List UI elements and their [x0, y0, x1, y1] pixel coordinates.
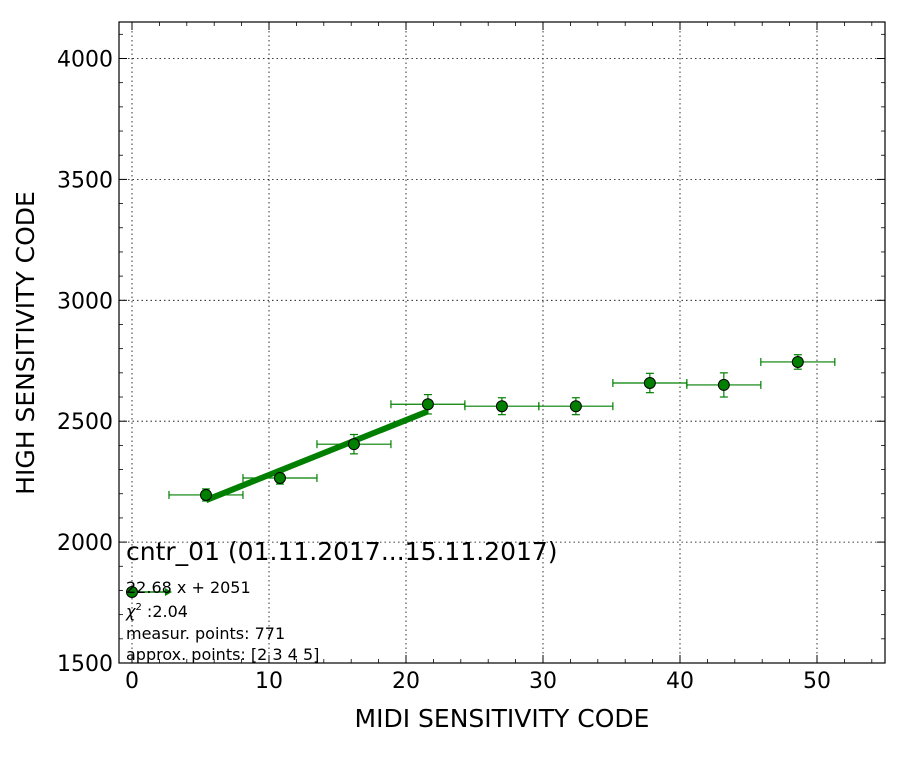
data-point — [464, 397, 540, 416]
point-marker — [421, 398, 434, 411]
annotation: cntr_01 (01.11.2017...15.11.2017) 22.68 … — [125, 537, 558, 664]
data-point — [242, 471, 318, 485]
data-point — [612, 372, 688, 394]
chi2-value: :2.04 — [142, 602, 188, 621]
x-tick-label: 30 — [529, 669, 557, 694]
legend-arrow-head — [165, 588, 172, 596]
x-tick-label: 20 — [392, 669, 420, 694]
y-tick-label: 3500 — [57, 168, 113, 193]
chi2-exponent: 2 — [135, 602, 141, 613]
x-tick-label: 50 — [803, 669, 831, 694]
data-point — [538, 397, 614, 416]
chi2-label: χ2 :2.04 — [125, 602, 188, 621]
point-marker — [495, 400, 508, 413]
y-axis-label: HIGH SENSITIVITY CODE — [11, 191, 40, 495]
point-marker — [199, 488, 212, 501]
data-point — [390, 394, 466, 415]
x-tick-label: 10 — [255, 669, 283, 694]
data-point — [316, 433, 392, 455]
data-points — [168, 354, 836, 502]
point-marker — [569, 400, 582, 413]
fit-line-group — [204, 408, 430, 503]
measur-points-label: measur. points: 771 — [126, 624, 285, 643]
data-point — [168, 488, 244, 502]
y-tick-label: 3000 — [57, 289, 113, 314]
fit-equation: 22.68 x + 2051 — [126, 578, 251, 597]
data-point — [686, 372, 762, 398]
point-marker — [347, 438, 360, 451]
approx-points-label: approx. points: [2 3 4 5] — [126, 645, 319, 664]
plot-frame — [118, 21, 886, 664]
grid — [119, 22, 885, 663]
point-marker — [717, 378, 730, 391]
x-axis-label: MIDI SENSITIVITY CODE — [355, 704, 650, 733]
y-tick-label: 1500 — [57, 652, 113, 677]
legend-marker — [126, 586, 138, 598]
point-marker — [791, 355, 804, 368]
y-tick-label: 2500 — [57, 410, 113, 435]
point-marker — [273, 472, 286, 485]
point-marker — [643, 376, 656, 389]
x-tick-label: 0 — [125, 669, 139, 694]
y-tick-label: 2000 — [57, 531, 113, 556]
data-point — [760, 354, 836, 370]
chi2-symbol: χ — [125, 602, 136, 621]
y-tick-label: 4000 — [57, 48, 113, 73]
fit-line — [204, 408, 430, 503]
x-tick-label: 40 — [666, 669, 694, 694]
annotation-title: cntr_01 (01.11.2017...15.11.2017) — [126, 537, 558, 566]
axis-ticks: 0 10 20 30 40 50 1500 2000 2500 3000 3500 4000 — [57, 22, 885, 694]
